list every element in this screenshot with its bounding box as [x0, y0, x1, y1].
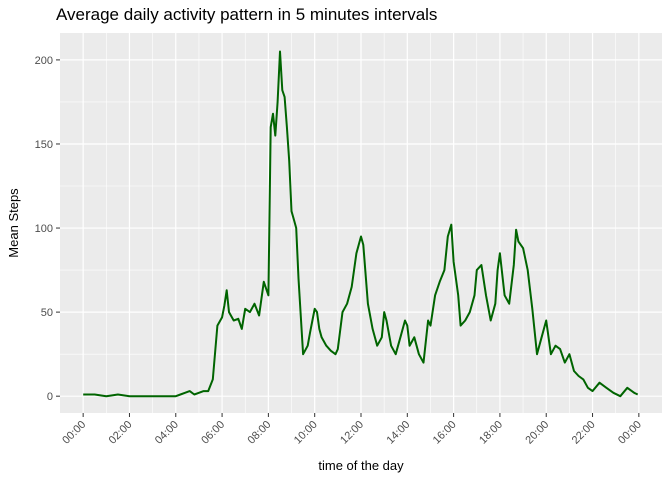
x-tick-label: 12:00	[338, 419, 366, 447]
chart-title: Average daily activity pattern in 5 minu…	[56, 5, 438, 24]
y-tick-label: 50	[41, 307, 53, 319]
x-tick-label: 04:00	[153, 419, 181, 447]
x-tick-label: 00:00	[60, 419, 88, 447]
x-tick-label: 06:00	[199, 419, 227, 447]
x-tick-label: 08:00	[246, 419, 274, 447]
x-tick-label: 10:00	[292, 419, 320, 447]
y-tick-label: 100	[35, 223, 53, 235]
x-tick-label: 18:00	[477, 419, 505, 447]
x-tick-label: 16:00	[431, 419, 459, 447]
y-tick-label: 200	[35, 55, 53, 67]
x-tick-label: 02:00	[107, 419, 135, 447]
x-tick-label: 20:00	[523, 419, 551, 447]
y-tick-label: 0	[47, 391, 53, 403]
x-tick-label: 14:00	[384, 419, 412, 447]
y-tick-label: 150	[35, 139, 53, 151]
x-tick-label: 00:00	[616, 419, 644, 447]
y-axis-title: Mean Steps	[6, 188, 21, 258]
x-tick-label: 22:00	[570, 419, 598, 447]
activity-series-line	[83, 50, 639, 398]
x-axis-title: time of the day	[318, 458, 404, 473]
